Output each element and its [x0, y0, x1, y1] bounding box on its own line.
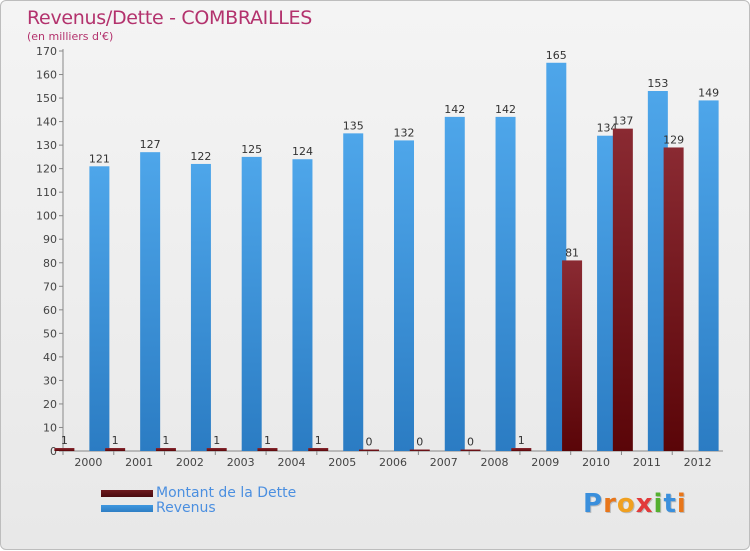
- y-tick-label: 60: [43, 304, 57, 317]
- data-label-revenus: 134: [597, 122, 618, 135]
- x-tick-label: 2000: [74, 456, 102, 469]
- bar-dette: [460, 449, 481, 451]
- bar-revenus: [394, 140, 414, 452]
- data-label-revenus: 125: [241, 143, 262, 156]
- bar-revenus: [597, 135, 618, 452]
- y-tick-label: 150: [36, 92, 57, 105]
- data-label-dette: 0: [416, 436, 423, 449]
- data-label-dette: 1: [162, 434, 169, 447]
- bar-revenus: [140, 152, 161, 452]
- y-tick-label: 70: [43, 280, 57, 293]
- data-label-revenus: 135: [343, 119, 364, 132]
- chart-title: Revenus/Dette - COMBRAILLES: [27, 7, 313, 29]
- y-tick-label: 40: [43, 351, 57, 364]
- data-label-revenus: 142: [495, 103, 516, 116]
- y-tick-label: 140: [36, 116, 57, 129]
- y-tick-label: 90: [43, 233, 57, 246]
- logo-letter: P: [583, 489, 604, 519]
- bar-revenus: [241, 156, 262, 451]
- bar-dette: [105, 448, 126, 451]
- bar-revenus: [89, 166, 110, 451]
- data-label-dette: 1: [61, 434, 68, 447]
- legend-swatch-dette: [101, 490, 153, 497]
- bar-revenus: [343, 133, 364, 451]
- data-label-revenus: 149: [698, 86, 719, 99]
- bar-dette: [54, 448, 75, 451]
- y-tick-label: 100: [36, 210, 57, 223]
- legend-label-revenus: Revenus: [156, 500, 216, 516]
- bar-dette: [257, 448, 278, 451]
- bar-revenus: [546, 62, 567, 451]
- bar-dette: [308, 448, 329, 451]
- data-label-dette: 81: [565, 246, 579, 259]
- logo-letter: x: [635, 489, 654, 519]
- bar-revenus: [190, 163, 211, 452]
- bar-dette: [562, 260, 583, 451]
- y-tick-label: 120: [36, 163, 57, 176]
- logo-letter: o: [616, 489, 636, 519]
- chart-subtitle: (en milliers d'€): [27, 30, 114, 43]
- data-label-revenus: 124: [292, 145, 313, 158]
- legend-label-dette: Montant de la Dette: [156, 485, 297, 501]
- data-label-dette: 1: [315, 434, 322, 447]
- y-tick-label: 80: [43, 257, 57, 270]
- bar-dette: [511, 448, 532, 451]
- data-label-dette: 1: [518, 434, 525, 447]
- x-tick-label: 2002: [176, 456, 204, 469]
- bar-dette: [612, 128, 633, 451]
- data-label-revenus: 142: [444, 103, 465, 116]
- bar-revenus: [495, 116, 516, 451]
- data-label-dette: 129: [663, 133, 684, 146]
- data-label-revenus: 165: [546, 49, 567, 62]
- y-tick-label: 10: [43, 421, 57, 434]
- bar-dette: [409, 449, 430, 451]
- logo-letter: i: [676, 489, 687, 519]
- y-tick-label: 20: [43, 398, 57, 411]
- data-label-dette: 0: [366, 436, 373, 449]
- x-tick-label: 2001: [125, 456, 153, 469]
- x-tick-label: 2007: [430, 456, 458, 469]
- proxiti-logo: Proxiti: [583, 489, 687, 519]
- y-tick-label: 110: [36, 186, 57, 199]
- y-tick-label: 130: [36, 139, 57, 152]
- data-label-dette: 137: [612, 115, 633, 128]
- data-label-revenus: 132: [394, 126, 415, 139]
- bar-dette: [359, 449, 379, 451]
- data-label-revenus: 127: [140, 138, 161, 151]
- x-tick-label: 2012: [684, 456, 712, 469]
- x-tick-label: 2003: [227, 456, 255, 469]
- y-tick-label: 30: [43, 374, 57, 387]
- data-label-dette: 1: [112, 434, 119, 447]
- logo-letter: i: [653, 489, 664, 519]
- logo-letter: t: [663, 489, 677, 519]
- x-tick-label: 2006: [379, 456, 407, 469]
- bar-revenus: [647, 91, 668, 451]
- data-label-dette: 1: [213, 434, 220, 447]
- data-label-revenus: 121: [89, 152, 110, 165]
- bar-revenus: [292, 159, 313, 451]
- y-tick-label: 170: [36, 45, 57, 58]
- bar-dette: [663, 147, 684, 451]
- y-tick-label: 160: [36, 69, 57, 82]
- x-tick-label: 2010: [582, 456, 610, 469]
- bar-revenus: [444, 116, 465, 451]
- data-label-revenus: 153: [647, 77, 668, 90]
- data-label-dette: 0: [467, 436, 474, 449]
- x-tick-label: 2009: [531, 456, 559, 469]
- bar-dette: [155, 448, 176, 451]
- x-tick-label: 2004: [277, 456, 305, 469]
- y-tick-label: 50: [43, 327, 57, 340]
- legend-swatch-revenus: [101, 505, 153, 512]
- bar-dette: [206, 448, 227, 451]
- logo-letter: r: [603, 489, 617, 519]
- data-label-dette: 1: [264, 434, 271, 447]
- x-tick-label: 2011: [633, 456, 661, 469]
- x-tick-label: 2005: [328, 456, 356, 469]
- y-tick-label: 0: [50, 445, 57, 458]
- data-label-revenus: 122: [190, 150, 211, 163]
- bar-revenus: [698, 100, 719, 451]
- x-tick-label: 2008: [481, 456, 509, 469]
